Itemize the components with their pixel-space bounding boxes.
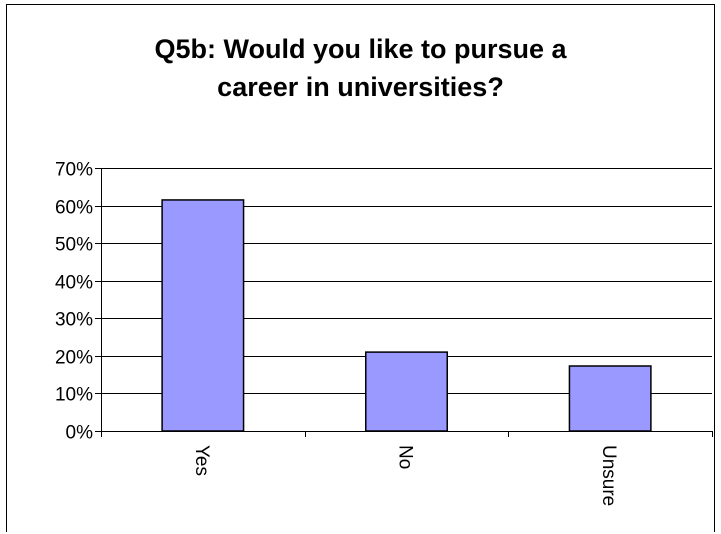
x-tick-label-unsure: Unsure: [598, 445, 619, 506]
bar-no: [365, 351, 448, 432]
y-tick-label: 30%: [55, 310, 93, 331]
chart-title-line-2: career in universities?: [217, 72, 504, 102]
x-tick-label-yes: Yes: [191, 445, 212, 476]
bar-unsure: [568, 365, 652, 432]
y-tick-label: 20%: [55, 348, 93, 369]
y-tick-label: 70%: [55, 160, 93, 181]
y-tick-label: 50%: [55, 235, 93, 256]
chart-frame: [6, 4, 715, 532]
y-tick-label: 60%: [55, 198, 93, 219]
bar-yes: [161, 199, 245, 432]
chart-title: Q5b: Would you like to pursue a career i…: [0, 30, 721, 106]
x-tick-label-no: No: [395, 445, 416, 469]
y-tick-label: 40%: [55, 273, 93, 294]
chart-title-line-1: Q5b: Would you like to pursue a: [154, 34, 567, 64]
y-tick-label: 0%: [66, 423, 94, 444]
y-tick-label: 10%: [55, 385, 93, 406]
